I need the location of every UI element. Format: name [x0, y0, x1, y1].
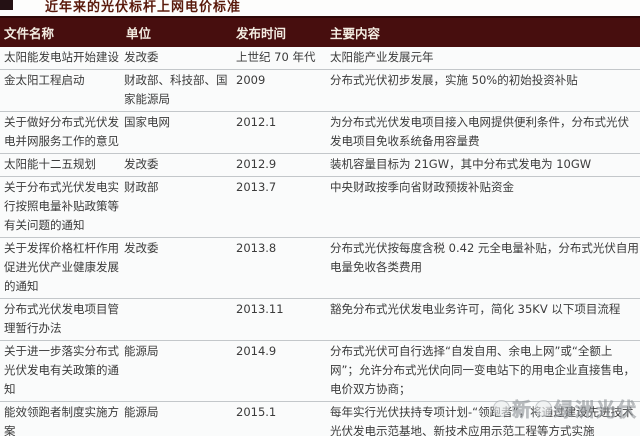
cell-unit: 能源局 — [122, 401, 232, 436]
cell-unit: 发改委 — [122, 153, 232, 177]
cell-main-content: 每年实行光伏扶持专项计划-“领跑者”，将通过建设先进技术光伏发电示范基地、新技术… — [326, 401, 640, 436]
cell-main-content: 分布式光伏可自行选择“自发自用、余电上网”或“全额上网”；允许分布式光伏向同一变… — [326, 340, 640, 402]
cell-publish-time: 2014.9 — [232, 340, 326, 402]
cell-unit: 财政部 — [122, 176, 232, 238]
table-row: 金太阳工程启动 财政部、科技部、国家能源局 2009 分布式光伏初步发展，实施 … — [0, 69, 640, 112]
cell-file-name: 金太阳工程启动 — [0, 69, 122, 112]
cell-main-content: 为分布式光伏发电项目接入电网提供便利条件，分布式光伏发电项目免收系统备用容量费 — [326, 111, 640, 154]
cell-file-name: 太阳能十二五规划 — [0, 153, 122, 177]
cell-file-name: 关于进一步落实分布式光伏发电有关政策的通知 — [0, 340, 122, 402]
cell-unit — [122, 298, 232, 341]
cell-file-name: 太阳能发电站开始建设 — [0, 47, 122, 70]
table-header-row: 文件名称 单位 发布时间 主要内容 — [0, 16, 640, 47]
cell-publish-time: 2013.8 — [232, 237, 326, 299]
cell-publish-time: 2013.11 — [232, 298, 326, 341]
cell-file-name: 关于发挥价格杠杆作用促进光伏产业健康发展的通知 — [0, 237, 122, 299]
table-body: 太阳能发电站开始建设 发改委 上世纪 70 年代 太阳能产业发展元年 金太阳工程… — [0, 47, 640, 436]
cell-publish-time: 2009 — [232, 69, 326, 112]
table-row: 关于发挥价格杠杆作用促进光伏产业健康发展的通知 发改委 2013.8 分布式光伏… — [0, 237, 640, 299]
cell-publish-time: 2013.7 — [232, 176, 326, 238]
cell-main-content: 豁免分布式光伏发电业务许可，简化 35KV 以下项目流程 — [326, 298, 640, 341]
col-header-file-name: 文件名称 — [0, 16, 122, 47]
col-header-publish-time: 发布时间 — [232, 16, 326, 47]
table-row: 关于分布式光伏发电实行按照电量补贴政策等有关问题的通知 财政部 2013.7 中… — [0, 176, 640, 238]
col-header-unit: 单位 — [122, 16, 232, 47]
cell-unit: 财政部、科技部、国家能源局 — [122, 69, 232, 112]
cell-unit: 国家电网 — [122, 111, 232, 154]
page-title: 近年来的光伏标杆上网电价标准 — [45, 0, 242, 15]
cell-publish-time: 2012.9 — [232, 153, 326, 177]
cell-unit: 发改委 — [122, 47, 232, 70]
cell-file-name: 关于做好分布式光伏发电并网服务工作的意见 — [0, 111, 122, 154]
cell-main-content: 太阳能产业发展元年 — [326, 47, 640, 70]
cell-main-content: 装机容量目标为 21GW，其中分布式发电为 10GW — [326, 153, 640, 177]
table-row: 太阳能发电站开始建设 发改委 上世纪 70 年代 太阳能产业发展元年 — [0, 47, 640, 70]
cell-unit: 发改委 — [122, 237, 232, 299]
table-row: 能效领跑者制度实施方案 能源局 2015.1 每年实行光伏扶持专项计划-“领跑者… — [0, 401, 640, 436]
table-row: 太阳能十二五规划 发改委 2012.9 装机容量目标为 21GW，其中分布式发电… — [0, 153, 640, 177]
table-row: 关于做好分布式光伏发电并网服务工作的意见 国家电网 2012.1 为分布式光伏发… — [0, 111, 640, 154]
table-row: 分布式光伏发电项目管理暂行办法 2013.11 豁免分布式光伏发电业务许可，简化… — [0, 298, 640, 341]
table-row: 关于进一步落实分布式光伏发电有关政策的通知 能源局 2014.9 分布式光伏可自… — [0, 340, 640, 402]
cell-file-name: 能效领跑者制度实施方案 — [0, 401, 122, 436]
cell-main-content: 分布式光伏初步发展，实施 50%的初始投资补贴 — [326, 69, 640, 112]
cell-main-content: 中央财政按季向省财政预拨补贴资金 — [326, 176, 640, 238]
cell-publish-time: 2012.1 — [232, 111, 326, 154]
cell-publish-time: 2015.1 — [232, 401, 326, 436]
corner-block — [0, 0, 13, 10]
cell-main-content: 分布式光伏按每度含税 0.42 元全电量补贴，分布式光伏自用电量免收各类费用 — [326, 237, 640, 299]
cell-unit: 能源局 — [122, 340, 232, 402]
cell-file-name: 关于分布式光伏发电实行按照电量补贴政策等有关问题的通知 — [0, 176, 122, 238]
policy-table: 文件名称 单位 发布时间 主要内容 太阳能发电站开始建设 发改委 上世纪 70 … — [0, 16, 640, 436]
col-header-main-content: 主要内容 — [326, 16, 640, 47]
cell-publish-time: 上世纪 70 年代 — [232, 47, 326, 70]
cell-file-name: 分布式光伏发电项目管理暂行办法 — [0, 298, 122, 341]
